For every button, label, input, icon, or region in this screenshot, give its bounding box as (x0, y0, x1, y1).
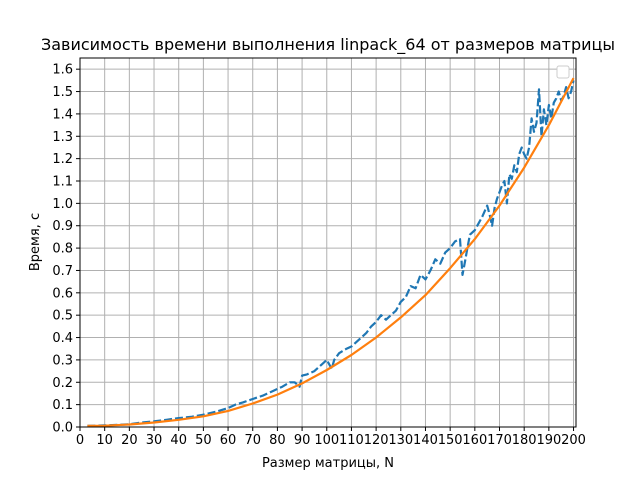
y-axis-label: Время, с (28, 213, 43, 271)
grid (79, 58, 576, 428)
y-tick-label: 1.5 (52, 85, 73, 100)
y-tick-label: 0.4 (52, 331, 73, 346)
y-tick-label: 0.6 (52, 286, 73, 301)
y-axis: 0.0 0.1 0.2 0.3 0.4 0.5 0.6 0.7 0.8 0.9 1.0 1.1 1.2 1… (52, 63, 80, 436)
x-tick-label: 70 (244, 433, 261, 448)
series-measured-line (87, 80, 575, 427)
x-tick-label: 140 (413, 433, 438, 448)
x-tick-label: 80 (269, 433, 286, 448)
x-tick-label: 190 (536, 433, 561, 448)
x-tick-label: 150 (438, 433, 463, 448)
x-tick-label: 10 (96, 433, 113, 448)
y-tick-label: 1.2 (52, 152, 73, 167)
legend-box (556, 65, 570, 79)
x-tick-label: 180 (512, 433, 537, 448)
y-tick-label: 1.0 (52, 197, 73, 212)
chart-title: Зависимость времени выполнения linpack_6… (41, 35, 615, 55)
y-tick-label: 0.8 (52, 242, 73, 257)
y-tick-label: 1.4 (52, 107, 73, 122)
x-axis-label: Размер матрицы, N (262, 456, 394, 471)
x-tick-label: 100 (314, 433, 339, 448)
x-tick-label: 40 (170, 433, 187, 448)
x-axis: 0 10 20 30 40 50 60 70 80 90 100 110 120 130 140 150 160… (76, 427, 586, 448)
x-tick-label: 160 (462, 433, 487, 448)
x-tick-label: 0 (76, 433, 84, 448)
x-tick-label: 20 (121, 433, 138, 448)
x-tick-label: 30 (146, 433, 163, 448)
x-tick-label: 120 (364, 433, 389, 448)
y-tick-label: 1.6 (52, 63, 73, 78)
x-tick-label: 130 (388, 433, 413, 448)
y-tick-label: 1.3 (52, 130, 73, 145)
y-tick-label: 0.9 (52, 219, 73, 234)
x-tick-label: 200 (561, 433, 586, 448)
y-tick-label: 0.5 (52, 309, 73, 324)
y-tick-label: 1.1 (52, 175, 73, 190)
x-tick-label: 90 (294, 433, 311, 448)
plot-frame (79, 57, 577, 428)
plot-area (87, 77, 575, 427)
x-tick-label: 50 (195, 433, 212, 448)
y-tick-label: 0.1 (52, 398, 73, 413)
x-tick-label: 60 (220, 433, 237, 448)
y-tick-label: 0.0 (52, 421, 73, 436)
y-tick-label: 0.2 (52, 376, 73, 391)
y-tick-label: 0.7 (52, 264, 73, 279)
y-tick-label: 0.3 (52, 353, 73, 368)
x-tick-label: 170 (487, 433, 512, 448)
x-tick-label: 110 (339, 433, 364, 448)
series-fit-line (87, 77, 575, 427)
